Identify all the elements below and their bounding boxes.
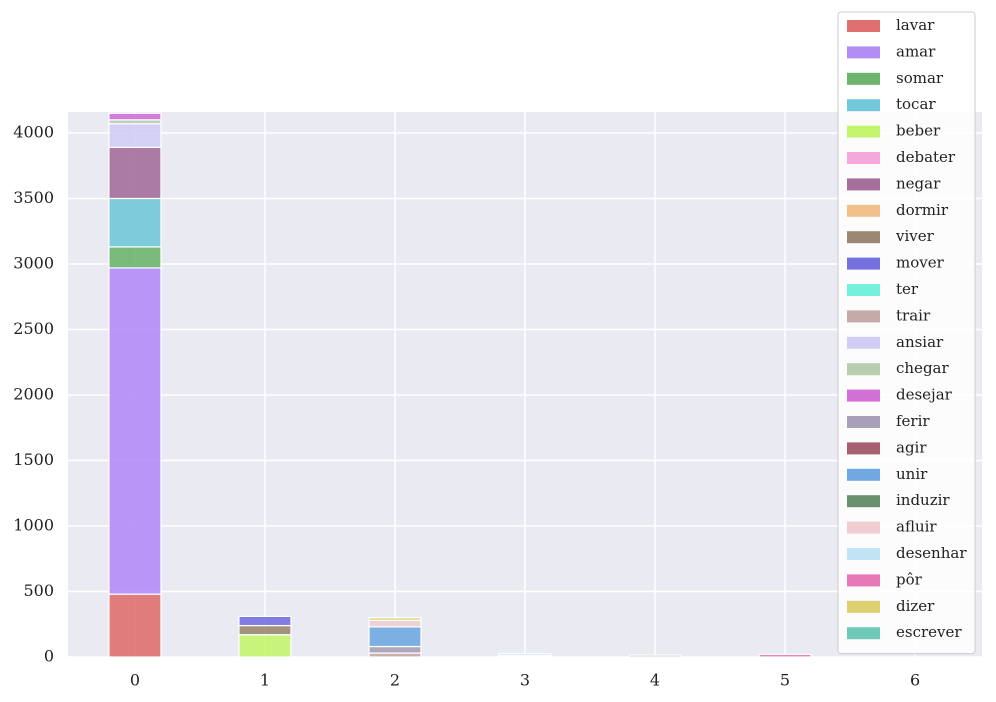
x-tick-label: 2	[390, 671, 400, 690]
bar-segment	[758, 653, 812, 658]
x-tick-label: 6	[910, 671, 920, 690]
legend-swatch	[847, 521, 880, 534]
bar-segment	[498, 653, 552, 657]
legend-swatch	[847, 336, 880, 349]
legend-swatch	[847, 442, 880, 455]
legend-swatch	[847, 627, 880, 640]
legend-label: ter	[896, 280, 919, 298]
y-tick-label: 1000	[13, 515, 54, 534]
x-tick-label: 1	[260, 671, 270, 690]
legend-label: chegar	[896, 359, 949, 377]
legend-label: dizer	[896, 597, 935, 615]
legend-label: lavar	[896, 16, 935, 34]
bar-segment	[108, 123, 162, 148]
legend-label: trair	[896, 306, 931, 324]
y-tick-label: 0	[44, 647, 54, 666]
legend-swatch	[847, 389, 880, 402]
bar-segment	[108, 197, 162, 248]
bar-segment	[368, 626, 422, 648]
y-tick-label: 3000	[13, 253, 54, 272]
bar-segment	[238, 634, 292, 658]
legend-label: somar	[896, 69, 944, 87]
legend-label: agir	[896, 438, 927, 456]
x-tick-label: 3	[520, 671, 530, 690]
legend-swatch	[847, 46, 880, 59]
legend-swatch	[847, 125, 880, 138]
legend-swatch	[847, 600, 880, 613]
legend-label: ferir	[896, 412, 930, 430]
x-tick-label: 4	[650, 671, 660, 690]
legend-label: dormir	[896, 201, 949, 219]
legend-swatch	[847, 20, 880, 32]
y-tick-label: 500	[23, 581, 54, 600]
legend-swatch	[847, 231, 880, 244]
bar-segment	[368, 619, 422, 628]
bar-segment	[108, 593, 162, 658]
legend-swatch	[847, 204, 880, 217]
legend-label: pôr	[896, 570, 923, 588]
legend-swatch	[847, 416, 880, 428]
y-tick-label: 1500	[13, 450, 54, 469]
x-tick-label: 5	[780, 671, 790, 690]
legend-swatch	[847, 99, 880, 112]
legend: lavar amar somar tocar beber debater negar dorm…	[837, 11, 976, 655]
legend-label: amar	[896, 42, 936, 60]
legend-label: unir	[896, 465, 928, 483]
bar-segment	[108, 112, 162, 121]
legend-swatch	[847, 72, 880, 85]
y-tick-label: 4000	[13, 122, 54, 141]
legend-label: debater	[896, 148, 956, 166]
y-tick-label: 3500	[13, 188, 54, 207]
legend-swatch	[847, 310, 880, 323]
legend-swatch	[847, 495, 880, 508]
bar-segment	[108, 246, 162, 269]
legend-swatch	[847, 178, 880, 191]
legend-label: induzir	[896, 491, 950, 509]
bar-segment	[108, 146, 162, 200]
x-tick-label: 0	[130, 671, 140, 690]
legend-swatch	[847, 152, 880, 164]
legend-swatch	[847, 468, 880, 481]
legend-label: tocar	[896, 95, 936, 113]
bar-segment	[368, 617, 422, 621]
legend-swatch	[847, 284, 880, 296]
y-tick-label: 2500	[13, 319, 54, 338]
y-tick-label: 2000	[13, 384, 54, 403]
bar-segment	[108, 267, 162, 595]
legend-label: mover	[896, 254, 945, 272]
legend-label: desenhar	[896, 544, 967, 562]
legend-label: afluir	[896, 518, 937, 536]
legend-label: negar	[896, 174, 941, 192]
legend-swatch	[847, 363, 880, 376]
bar-segment	[628, 654, 682, 658]
legend-label: beber	[896, 122, 941, 140]
bar-segment	[238, 624, 292, 636]
bar-segment	[238, 615, 292, 627]
legend-swatch	[847, 257, 880, 270]
legend-label: desejar	[896, 386, 953, 404]
legend-swatch	[847, 574, 880, 587]
legend-box	[837, 11, 976, 655]
legend-swatch	[847, 548, 880, 560]
legend-label: escrever	[896, 623, 962, 641]
bar-segment	[368, 645, 422, 654]
legend-label: ansiar	[896, 333, 944, 351]
legend-label: viver	[895, 227, 935, 245]
